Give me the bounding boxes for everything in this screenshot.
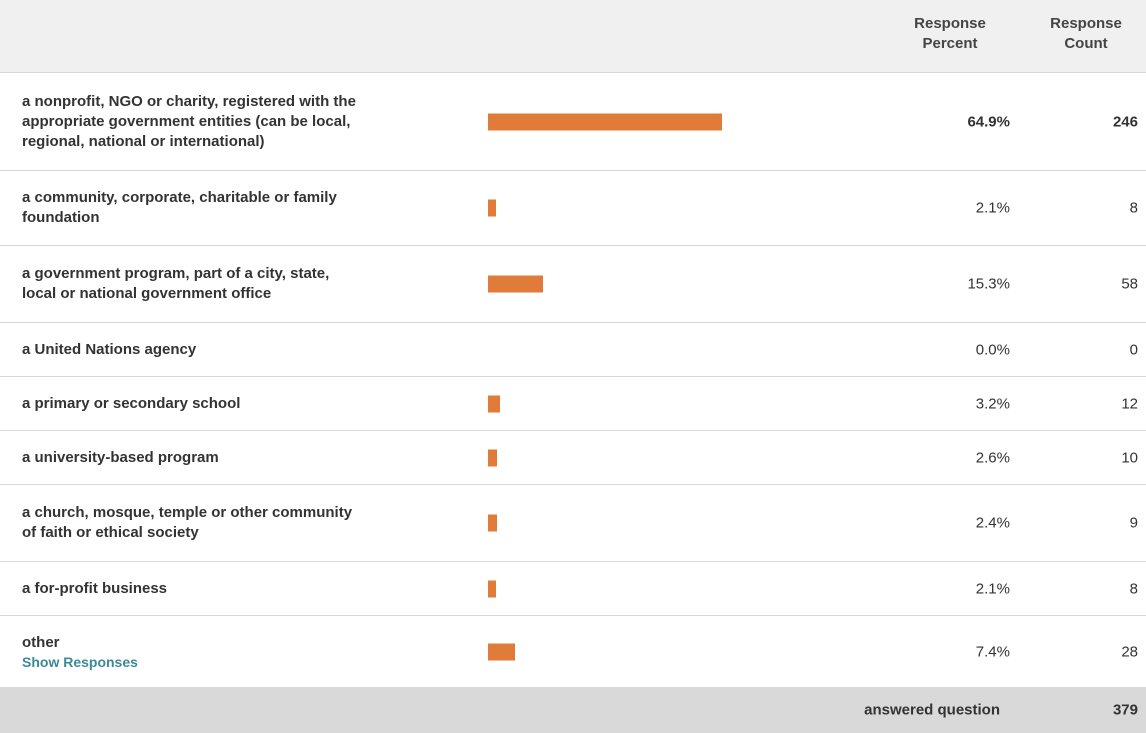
response-count-value: 8 — [1129, 199, 1138, 217]
response-count-header: Response Count — [1034, 14, 1138, 54]
answer-option-label: other Show Responses — [22, 633, 462, 671]
table-row: a government program, part of a city, st… — [0, 245, 1146, 322]
answer-option-label-line: a for-profit business — [22, 579, 168, 597]
table-row: a church, mosque, temple or other commun… — [0, 484, 1146, 561]
response-count-value: 10 — [1121, 449, 1138, 466]
table-row: a nonprofit, NGO or charity, registered … — [0, 72, 1146, 170]
response-percent-value: 3.2% — [975, 395, 1010, 412]
answer-option-label-line: of faith or ethical society — [22, 524, 199, 541]
response-count-header-line-1: Response — [1050, 15, 1122, 32]
response-bar — [488, 514, 497, 532]
table-row: a United Nations agency 0.0% 0 — [0, 322, 1146, 376]
response-count-value: 9 — [1129, 514, 1138, 532]
response-percent-value: 2.4% — [975, 514, 1010, 532]
answer-option-label-line: a university-based program — [22, 448, 219, 466]
answer-option-label-line: appropriate government entities (can be … — [22, 112, 351, 130]
response-count-value: 8 — [1129, 580, 1138, 597]
response-bar — [488, 580, 496, 597]
answer-option-label: a for-profit business — [22, 579, 462, 599]
answer-option-label-line: foundation — [22, 209, 100, 226]
answer-option-label-line: local or national government office — [22, 285, 272, 302]
response-percent-header: Response Percent — [880, 14, 1020, 54]
table-row: other Show Responses 7.4% 28 — [0, 615, 1146, 687]
response-percent-value: 15.3% — [967, 275, 1010, 293]
table-row: a university-based program 2.6% 10 — [0, 430, 1146, 484]
response-bar — [488, 199, 496, 217]
answer-option-label: a United Nations agency — [22, 340, 462, 360]
response-bar — [488, 449, 498, 466]
response-percent-value: 2.1% — [975, 199, 1010, 217]
table-row: a for-profit business 2.1% 8 — [0, 561, 1146, 615]
answered-question-label: answered question — [864, 701, 1000, 719]
response-percent-value: 0.0% — [975, 341, 1010, 358]
response-bar — [488, 113, 722, 130]
answer-option-label: a community, corporate, charitable or fa… — [22, 188, 462, 228]
response-bar — [488, 643, 515, 660]
table-row: a primary or secondary school 3.2% 12 — [0, 376, 1146, 430]
response-count-value: 0 — [1129, 341, 1138, 358]
answer-option-label-line: other — [22, 633, 60, 651]
answer-option-label-line: a primary or secondary school — [22, 394, 241, 412]
response-bar — [488, 395, 500, 412]
answer-option-label: a church, mosque, temple or other commun… — [22, 503, 462, 543]
response-percent-value: 2.6% — [975, 449, 1010, 466]
answer-option-label-line: a nonprofit, NGO or charity, registered … — [22, 92, 356, 110]
table-row: a community, corporate, charitable or fa… — [0, 170, 1146, 245]
response-bar — [488, 275, 544, 293]
response-percent-value: 2.1% — [975, 580, 1010, 597]
response-count-value: 28 — [1121, 643, 1138, 660]
response-count-value: 246 — [1112, 113, 1138, 130]
answer-option-label-line: a United Nations agency — [22, 340, 197, 358]
answer-option-label: a nonprofit, NGO or charity, registered … — [22, 92, 462, 152]
response-percent-value: 7.4% — [975, 643, 1010, 660]
answered-question-footer: answered question 379 — [0, 687, 1146, 733]
response-count-header-line-2: Count — [1064, 35, 1108, 52]
answer-option-label-line: regional, national or international) — [22, 132, 265, 150]
response-count-value: 58 — [1121, 275, 1138, 293]
show-responses-link[interactable]: Show Responses — [22, 653, 138, 670]
response-count-value: 12 — [1121, 395, 1138, 412]
response-percent-value: 64.9% — [967, 113, 1010, 130]
response-percent-header-line-2: Percent — [922, 35, 978, 52]
response-percent-header-line-1: Response — [914, 15, 986, 32]
answer-option-label: a government program, part of a city, st… — [22, 264, 462, 304]
answer-option-label: a university-based program — [22, 448, 462, 468]
answer-option-label-line: a community, corporate, charitable or fa… — [22, 189, 337, 206]
answer-option-label-line: a church, mosque, temple or other commun… — [22, 504, 353, 521]
answer-option-label-line: a government program, part of a city, st… — [22, 265, 330, 282]
answered-question-count: 379 — [1112, 701, 1138, 719]
answer-option-label: a primary or secondary school — [22, 394, 462, 414]
table-header: Response Percent Response Count — [0, 0, 1146, 72]
